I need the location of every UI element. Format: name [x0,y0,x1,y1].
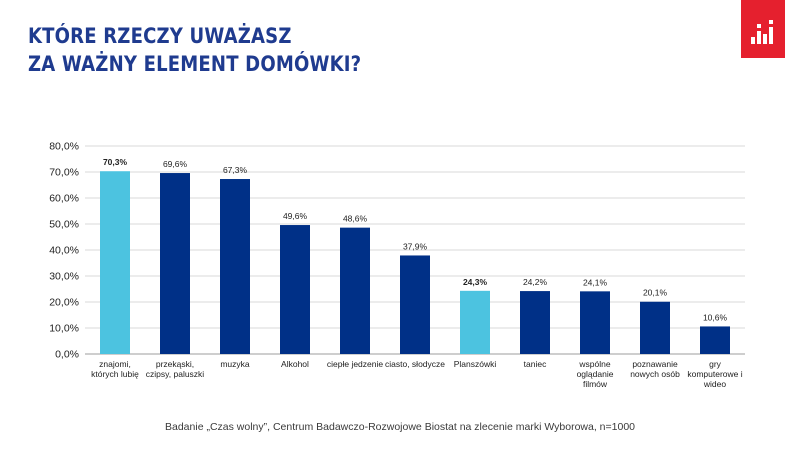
bar [520,291,550,354]
data-label: 10,6% [703,312,728,322]
bar [580,291,610,354]
y-tick-label: 20,0% [49,297,79,309]
x-tick-label: ciepłe jedzenie [327,359,384,369]
data-label: 48,6% [343,214,368,224]
title-line-2: ZA WAŻNY ELEMENT DOMÓWKI? [28,52,362,76]
x-tick-label: przekąski, czipsy, paluszki [146,359,205,379]
y-tick-label: 0,0% [55,349,79,361]
x-tick-label: Alkohol [281,359,309,369]
data-label: 67,3% [223,165,248,175]
y-tick-label: 50,0% [49,219,79,231]
x-tick-label: ciasto, słodycze [385,359,445,369]
bar [640,301,670,354]
y-tick-label: 10,0% [49,323,79,335]
data-label: 20,1% [643,288,668,298]
y-tick-label: 40,0% [49,245,79,257]
data-label: 69,6% [163,159,188,169]
y-tick-label: 30,0% [49,271,79,283]
bar [460,290,490,354]
data-label: 24,3% [463,277,488,287]
x-tick-label: znajomi, których lubię [91,359,139,379]
bar [280,225,310,354]
x-tick-label: gry komputerowe i wideo [687,359,742,389]
bar-chart: 0,0% 10,0% 20,0% 30,0% 40,0% 50,0% 60,0% 70,0% 8… [49,141,745,389]
data-label: 70,3% [103,157,128,167]
bar [700,326,730,354]
data-label: 37,9% [403,241,428,251]
x-tick-label: wspólne oglądanie filmów [577,359,614,389]
bar [100,171,130,354]
page-title: KTÓRE RZECZY UWAŻASZ ZA WAŻNY ELEMENT DO… [28,22,361,78]
y-tick-label: 60,0% [49,193,79,205]
y-tick-label: 70,0% [49,167,79,179]
x-tick-label: muzyka [220,359,250,369]
data-label: 49,6% [283,211,308,221]
title-line-1: KTÓRE RZECZY UWAŻASZ [28,24,292,48]
source-footnote: Badanie „Czas wolny”, Centrum Badawczo-R… [165,421,635,433]
bar [400,255,430,354]
data-label: 24,1% [583,277,608,287]
bar [160,173,190,354]
y-tick-label: 80,0% [49,141,79,153]
biostat-bars-logo-icon [741,0,785,58]
x-tick-label: poznawanie nowych osób [630,359,680,379]
x-tick-label: taniec [524,359,547,369]
x-tick-label: Planszówki [454,359,497,369]
data-label: 24,2% [523,277,548,287]
bar [340,227,370,354]
bar [220,179,250,354]
